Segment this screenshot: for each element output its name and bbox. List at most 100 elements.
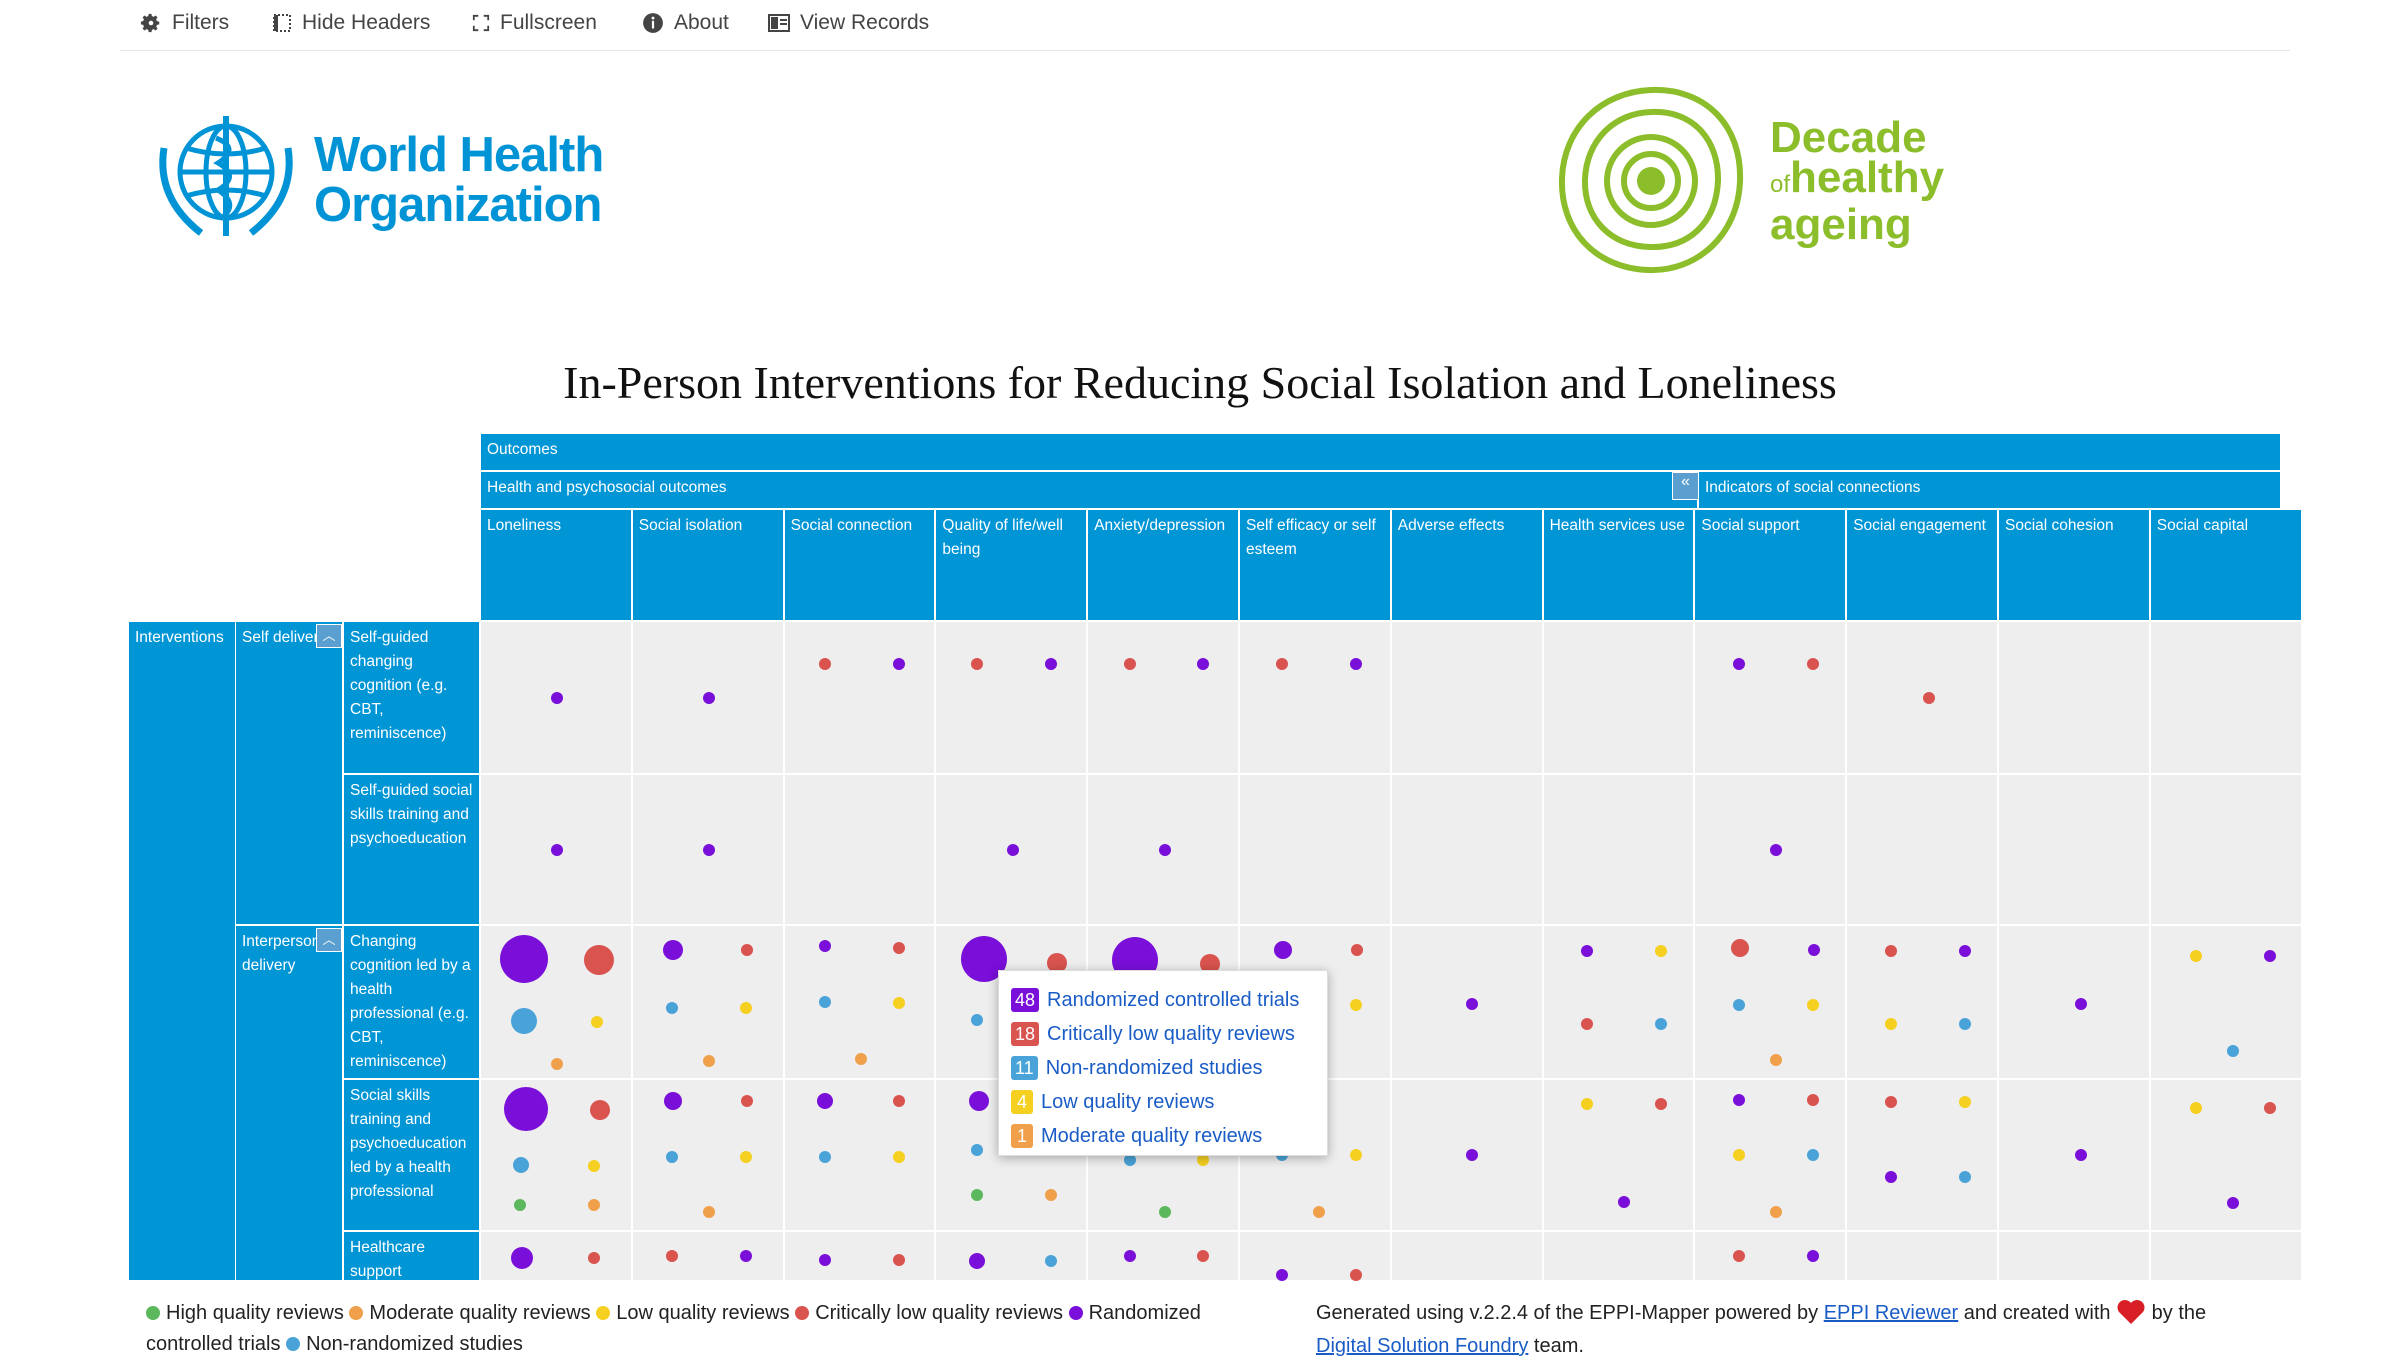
evidence-bubble[interactable] (971, 1189, 983, 1201)
evidence-bubble[interactable] (969, 1091, 989, 1111)
map-cell[interactable] (1088, 1232, 1238, 1280)
map-cell[interactable] (1543, 1080, 1694, 1230)
map-cell[interactable] (2150, 1080, 2301, 1230)
evidence-bubble[interactable] (893, 1254, 905, 1266)
evidence-bubble[interactable] (740, 1002, 752, 1014)
evidence-bubble[interactable] (1770, 1206, 1782, 1218)
evidence-bubble[interactable] (703, 1206, 715, 1218)
tooltip-row-rct[interactable]: 48 Randomized controlled trials (1011, 983, 1315, 1017)
map-cell[interactable] (936, 622, 1087, 773)
evidence-bubble[interactable] (893, 942, 905, 954)
map-cell[interactable] (2150, 775, 2301, 924)
map-cell[interactable] (2150, 1232, 2301, 1280)
map-cell[interactable] (1695, 1232, 1846, 1280)
evidence-bubble[interactable] (551, 1058, 563, 1070)
evidence-bubble[interactable] (1655, 1098, 1667, 1110)
row-header[interactable]: Changing cognition led by a health profe… (344, 926, 479, 1078)
map-cell[interactable] (1543, 775, 1694, 924)
evidence-bubble[interactable] (1733, 999, 1745, 1011)
column-header[interactable]: Loneliness (481, 510, 631, 620)
evidence-bubble[interactable] (1350, 1149, 1362, 1161)
evidence-bubble[interactable] (1350, 1269, 1362, 1281)
map-cell[interactable] (1240, 622, 1390, 773)
evidence-bubble[interactable] (1276, 1269, 1288, 1281)
evidence-bubble[interactable] (971, 1014, 983, 1026)
evidence-bubble[interactable] (1047, 953, 1067, 973)
map-cell[interactable] (784, 1232, 935, 1280)
column-header[interactable]: Social connection (784, 510, 935, 620)
evidence-bubble[interactable] (511, 1008, 537, 1034)
evidence-bubble[interactable] (819, 658, 831, 670)
evidence-bubble[interactable] (703, 1055, 715, 1067)
evidence-bubble[interactable] (893, 1095, 905, 1107)
evidence-bubble[interactable] (1885, 1096, 1897, 1108)
evidence-bubble[interactable] (664, 1092, 682, 1110)
column-header[interactable]: Quality of life/well being (936, 510, 1087, 620)
evidence-bubble[interactable] (2075, 998, 2087, 1010)
evidence-bubble[interactable] (2227, 1045, 2239, 1057)
evidence-bubble[interactable] (513, 1157, 529, 1173)
column-header[interactable]: Social cohesion (1999, 510, 2149, 620)
evidence-bubble[interactable] (819, 940, 831, 952)
evidence-bubble[interactable] (588, 1160, 600, 1172)
evidence-bubble[interactable] (1124, 1154, 1136, 1166)
collapse-self-delivery-button[interactable]: ︿ (316, 624, 342, 648)
evidence-bubble[interactable] (514, 1199, 526, 1211)
map-cell[interactable] (2150, 622, 2301, 773)
evidence-bubble[interactable] (817, 1093, 833, 1109)
column-header[interactable]: Social support (1695, 510, 1846, 620)
evidence-bubble[interactable] (819, 1254, 831, 1266)
row-header[interactable]: Healthcare support (344, 1232, 479, 1280)
row-header[interactable]: Self-guided changing cognition (e.g. CBT… (344, 622, 479, 773)
map-cell[interactable] (1999, 1080, 2149, 1230)
collapse-columns-button[interactable]: « (1672, 472, 1699, 500)
evidence-bubble[interactable] (1733, 1094, 1745, 1106)
evidence-bubble[interactable] (2075, 1149, 2087, 1161)
evidence-bubble[interactable] (1770, 844, 1782, 856)
evidence-bubble[interactable] (2190, 1102, 2202, 1114)
evidence-bubble[interactable] (1923, 692, 1935, 704)
evidence-bubble[interactable] (1959, 945, 1971, 957)
evidence-bubble[interactable] (588, 1252, 600, 1264)
evidence-bubble[interactable] (1197, 658, 1209, 670)
evidence-bubble[interactable] (591, 1016, 603, 1028)
column-header[interactable]: Anxiety/depression (1088, 510, 1238, 620)
evidence-bubble[interactable] (663, 940, 683, 960)
evidence-bubble[interactable] (2190, 950, 2202, 962)
evidence-bubble[interactable] (1581, 945, 1593, 957)
evidence-bubble[interactable] (1197, 1250, 1209, 1262)
evidence-bubble[interactable] (741, 1095, 753, 1107)
evidence-bubble[interactable] (1581, 1098, 1593, 1110)
map-cell[interactable] (1999, 926, 2149, 1078)
map-cell[interactable] (1999, 622, 2149, 773)
evidence-bubble[interactable] (740, 1250, 752, 1262)
map-cell[interactable] (1847, 622, 1997, 773)
map-cell[interactable] (1695, 622, 1846, 773)
map-cell[interactable] (1999, 775, 2149, 924)
evidence-bubble[interactable] (1045, 1189, 1057, 1201)
evidence-bubble[interactable] (1159, 1206, 1171, 1218)
column-header[interactable]: Self efficacy or self esteem (1240, 510, 1390, 620)
map-cell[interactable] (1391, 775, 1542, 924)
evidence-bubble[interactable] (666, 1002, 678, 1014)
map-cell[interactable] (632, 1080, 783, 1230)
evidence-bubble[interactable] (1124, 658, 1136, 670)
evidence-bubble[interactable] (1045, 658, 1057, 670)
map-cell[interactable] (1391, 622, 1542, 773)
evidence-bubble[interactable] (1807, 658, 1819, 670)
column-header[interactable]: Social capital (2150, 510, 2301, 620)
evidence-bubble[interactable] (1466, 998, 1478, 1010)
view-records-button[interactable]: View Records (768, 6, 929, 40)
evidence-bubble[interactable] (1124, 1250, 1136, 1262)
evidence-bubble[interactable] (1274, 941, 1292, 959)
evidence-bubble[interactable] (500, 935, 548, 983)
evidence-bubble[interactable] (1959, 1018, 1971, 1030)
evidence-bubble[interactable] (1350, 999, 1362, 1011)
evidence-bubble[interactable] (819, 1151, 831, 1163)
collapse-interpersonal-button[interactable]: ︿ (316, 928, 342, 952)
map-cell[interactable] (784, 622, 935, 773)
evidence-bubble[interactable] (1885, 1171, 1897, 1183)
evidence-bubble[interactable] (855, 1053, 867, 1065)
tooltip-row-low[interactable]: 4 Low quality reviews (1011, 1085, 1315, 1119)
map-cell[interactable] (2150, 926, 2301, 1078)
